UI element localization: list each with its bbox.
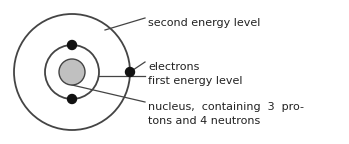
Text: nucleus,  containing  3  pro-
tons and 4 neutrons: nucleus, containing 3 pro- tons and 4 ne… [148, 102, 304, 126]
Text: second energy level: second energy level [148, 18, 260, 28]
Text: electrons: electrons [148, 62, 199, 72]
Circle shape [126, 68, 134, 76]
Circle shape [67, 40, 76, 50]
Circle shape [67, 94, 76, 104]
Circle shape [59, 59, 85, 85]
Text: first energy level: first energy level [148, 76, 243, 86]
